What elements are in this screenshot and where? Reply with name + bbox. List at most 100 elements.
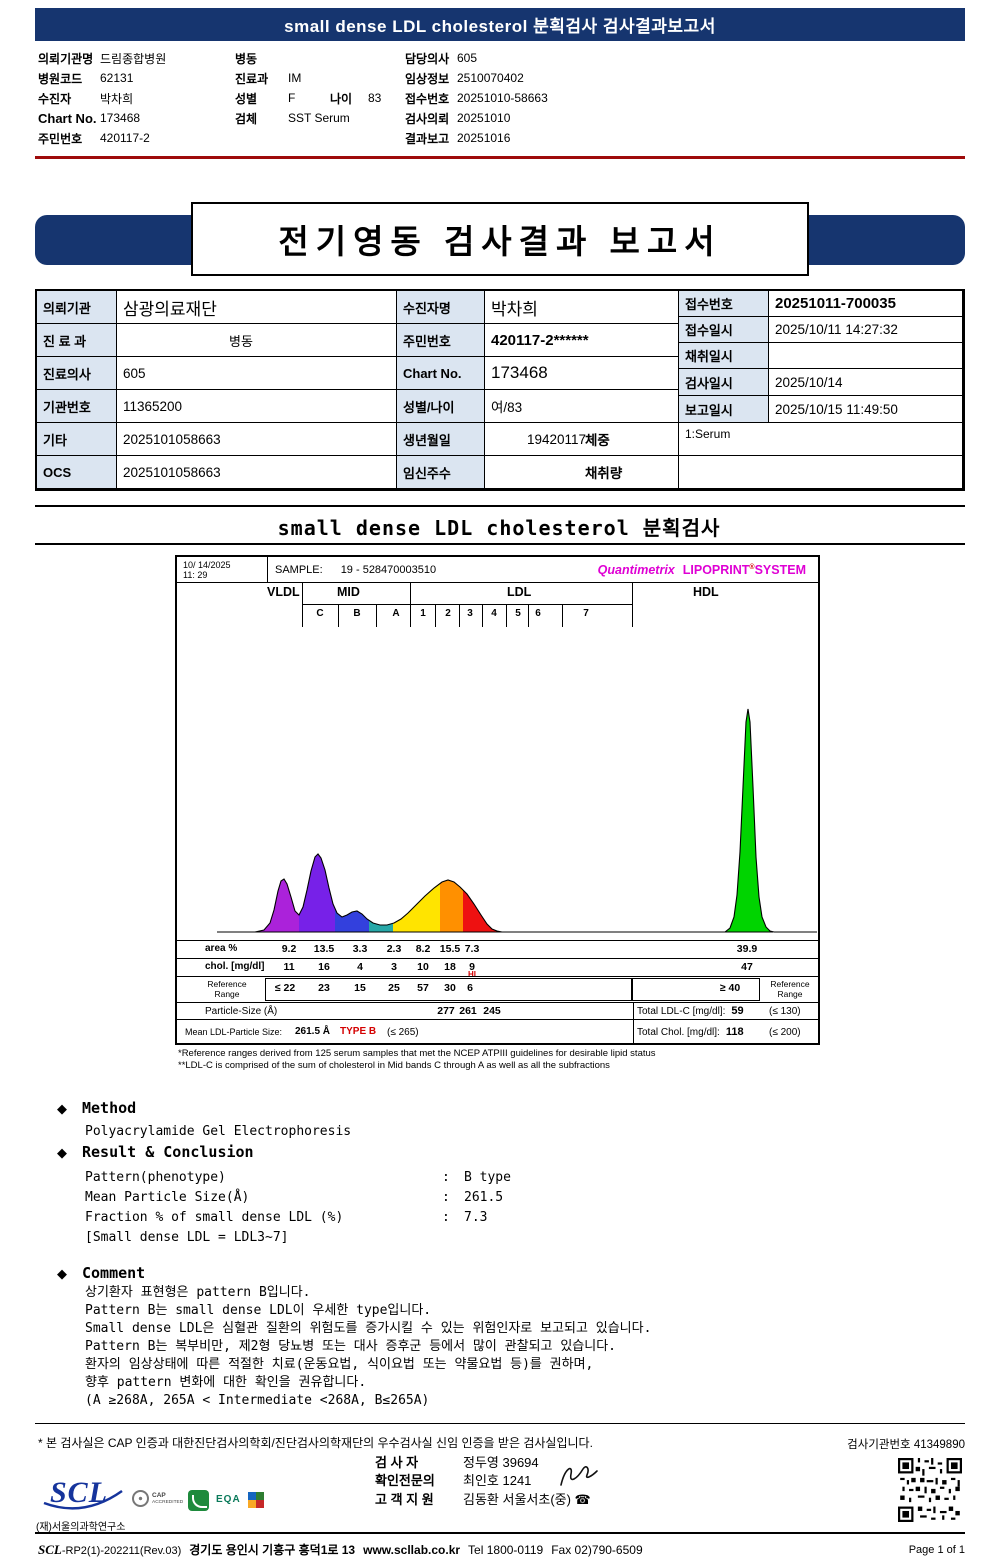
diamond-bullet-icon: ◆ (57, 1101, 67, 1116)
chart-date: 10/ 14/2025 (183, 560, 231, 570)
cell-value-text: 병동 (229, 333, 253, 349)
document-footer-line: SCL -RP2(1)-202211(Rev.03) 경기도 용인시 기흥구 흥덕… (38, 1541, 643, 1558)
cell-label-text: 검사일시 (685, 375, 733, 391)
cap-label: CAP (152, 1491, 166, 1499)
lab-org-number: 검사기관번호 41349890 (847, 1439, 965, 1451)
particle-value: 277 (437, 1005, 455, 1017)
scl-logo-text: SCL (50, 1476, 109, 1509)
field-label: 담당의사 (405, 51, 450, 66)
colon: : (442, 1210, 450, 1225)
cell-value: 19420117 체중 (485, 423, 679, 456)
total-chol-label: Total Chol. [mg/dl]: (637, 1027, 720, 1038)
chart-sample: SAMPLE: 19 - 528470003510 (275, 564, 436, 576)
result-value: 7.3 (464, 1210, 488, 1225)
cell-label: 보고일시 (679, 396, 769, 423)
section-title: small dense LDL cholesterol 분획검사 (277, 516, 721, 540)
field-row: 수진자 박차희 (38, 88, 166, 108)
cell-value: 2025101058663 (117, 456, 397, 489)
cell-label: 수진자명 (397, 291, 485, 324)
bottom-divider (35, 1532, 965, 1534)
signer-row: 확인전문의 최인호 1241 (375, 1471, 591, 1490)
cell-label-text: 주민번호 (403, 333, 451, 349)
subband-label: 1 (420, 608, 426, 619)
ref-value: 57 (417, 982, 429, 994)
result-name: Mean Particle Size(Å) (85, 1190, 250, 1205)
info-table-right: 접수번호 20251011-700035 접수일시 2025/10/11 14:… (679, 291, 963, 489)
pattern-type-flag: TYPE B (340, 1026, 377, 1037)
cell-value-text: 20251011-700035 (775, 295, 896, 312)
chart-grid-line (177, 976, 818, 977)
cell-value-text: 삼광의료재단 (123, 299, 217, 319)
patient-info-block: 의뢰기관명 드림종합병원 병원코드 62131 수진자 박차희 Chart No. 17… (0, 48, 998, 158)
cell-label: Chart No. (397, 357, 485, 390)
high-flag: HI (468, 970, 476, 979)
cap-sublabel: ACCREDITED (152, 1499, 184, 1505)
logo-tile (256, 1492, 264, 1500)
brand-suffix: SYSTEM (754, 563, 806, 577)
signer-row: 고 객 지 원 김동환 서울서초(중) ☎ (375, 1489, 591, 1508)
chol-value: 10 (417, 961, 429, 973)
band-hdl-label: HDL (693, 585, 719, 599)
chol-value: 4 (357, 961, 363, 973)
result-row: Mean Particle Size(Å):261.5 (85, 1190, 511, 1210)
result-row: Fraction % of small dense LDL (%):7.3 (85, 1210, 511, 1230)
ref-value: ≤ 22 (274, 982, 296, 994)
area-value: 7.3 (464, 943, 480, 955)
logo-tile (248, 1492, 256, 1500)
cell-value-text: 2025/10/11 14:27:32 (775, 322, 898, 337)
chart-grid-line (302, 604, 632, 605)
report-title: small dense LDL cholesterol 분획검사 검사결과보고서 (284, 17, 716, 36)
patient-col-3: 담당의사 605 임상정보 2510070402 접수번호 20251010-5866… (405, 48, 548, 148)
field-label: 검체 (235, 111, 258, 126)
logo-tile (256, 1500, 264, 1508)
total-ldl: Total LDL-C [mg/dl]: 59 (637, 1005, 744, 1017)
signer-block: 검 사 자 정두영 39694 확인전문의 최인호 1241 고 객 지 원 김동환 … (375, 1452, 591, 1508)
cell-label-text: 수진자명 (403, 300, 451, 316)
field-value: 420117-2 (100, 131, 150, 145)
subband-label: A (392, 608, 400, 619)
comment-heading: Comment (82, 1264, 146, 1282)
ref-value: 23 (318, 982, 330, 994)
banner-title: 전기영동 검사결과 보고서 (278, 223, 722, 260)
cell-label: 기관번호 (37, 390, 117, 423)
reference-range-label-left: Reference Range (207, 979, 247, 999)
chol-value: 47 (741, 961, 753, 973)
cell-label-text: 진료의사 (43, 366, 91, 382)
cap-text: CAP ACCREDITED (152, 1492, 183, 1506)
field-label: 결과보고 (405, 131, 450, 146)
total-ldl-value: 59 (731, 1005, 744, 1017)
sample-label: SAMPLE: (275, 564, 323, 576)
cell-label-text: 보고일시 (685, 402, 733, 418)
colon: : (442, 1170, 450, 1185)
accreditation-logo-icon (248, 1492, 264, 1508)
subband-label: 2 (445, 608, 451, 619)
cell-label-text: 성별/나이 (403, 399, 455, 415)
lab-fax: Fax 02)790-6509 (551, 1543, 643, 1557)
chart-grid-line (177, 1002, 818, 1003)
total-chol-ref: (≤ 200) (769, 1027, 801, 1038)
method-body: Polyacrylamide Gel Electrophoresis (85, 1124, 352, 1139)
cell-value: 채취량 (485, 456, 679, 489)
field-label: 병원코드 (38, 71, 83, 86)
chart-grid-line (177, 958, 818, 959)
subband-label: C (316, 608, 324, 619)
section-divider-top (35, 505, 965, 507)
field-value: 20251010-58663 (457, 91, 548, 105)
doc-code-brand: SCL (38, 1542, 62, 1557)
cell-label: 접수일시 (679, 317, 769, 343)
area-value: 15.5 (439, 943, 461, 955)
chart-footnote-2: **LDL-C is comprised of the sum of chole… (178, 1060, 610, 1071)
serum-note: 1:Serum (685, 427, 731, 441)
area-value: 39.9 (736, 943, 758, 955)
mean-size-label: Mean LDL-Particle Size: (185, 1027, 283, 1037)
cell-label-text: 의뢰기관 (43, 300, 91, 316)
report-title-bar: small dense LDL cholesterol 분획검사 검사결과보고서 (35, 8, 965, 41)
chart-grid-line (267, 557, 268, 582)
field-row: 병동 (235, 48, 381, 68)
ref-value: 30 (444, 982, 456, 994)
cell-value: 여/83 (485, 390, 679, 423)
particle-value: 261 (459, 1005, 477, 1017)
chart-brand: Quantimetrix LIPOPRINT®SYSTEM (598, 563, 806, 577)
area-row-label: area % (205, 943, 238, 954)
